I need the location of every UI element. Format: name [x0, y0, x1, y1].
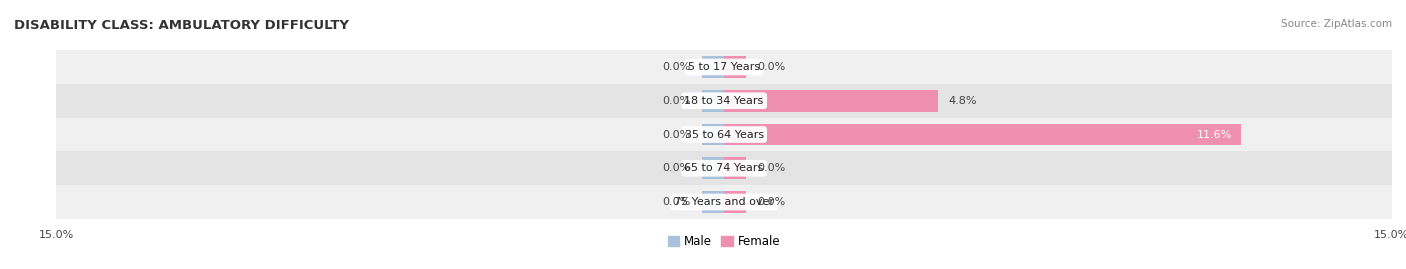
- Bar: [724, 90, 938, 112]
- Bar: [724, 157, 747, 179]
- Text: 0.0%: 0.0%: [758, 163, 786, 173]
- Bar: [702, 157, 724, 179]
- Text: 5 to 17 Years: 5 to 17 Years: [688, 62, 761, 72]
- Bar: [702, 56, 724, 78]
- Text: 0.0%: 0.0%: [662, 129, 690, 140]
- Text: 0.0%: 0.0%: [662, 163, 690, 173]
- Text: 0.0%: 0.0%: [662, 197, 690, 207]
- Text: 75 Years and over: 75 Years and over: [673, 197, 775, 207]
- Bar: [724, 123, 1240, 146]
- Legend: Male, Female: Male, Female: [662, 230, 786, 253]
- Bar: [56, 151, 1392, 185]
- Text: 18 to 34 Years: 18 to 34 Years: [685, 96, 763, 106]
- Bar: [56, 118, 1392, 151]
- Text: 11.6%: 11.6%: [1197, 129, 1232, 140]
- Text: 0.0%: 0.0%: [662, 62, 690, 72]
- Text: 35 to 64 Years: 35 to 64 Years: [685, 129, 763, 140]
- Text: 0.0%: 0.0%: [758, 197, 786, 207]
- Bar: [702, 123, 724, 146]
- Bar: [702, 90, 724, 112]
- Bar: [56, 50, 1392, 84]
- Text: Source: ZipAtlas.com: Source: ZipAtlas.com: [1281, 19, 1392, 29]
- Bar: [702, 191, 724, 213]
- Text: 0.0%: 0.0%: [758, 62, 786, 72]
- Bar: [56, 84, 1392, 118]
- Bar: [724, 191, 747, 213]
- Text: DISABILITY CLASS: AMBULATORY DIFFICULTY: DISABILITY CLASS: AMBULATORY DIFFICULTY: [14, 19, 349, 32]
- Text: 65 to 74 Years: 65 to 74 Years: [685, 163, 763, 173]
- Bar: [724, 56, 747, 78]
- Text: 0.0%: 0.0%: [662, 96, 690, 106]
- Bar: [56, 185, 1392, 219]
- Text: 4.8%: 4.8%: [949, 96, 977, 106]
